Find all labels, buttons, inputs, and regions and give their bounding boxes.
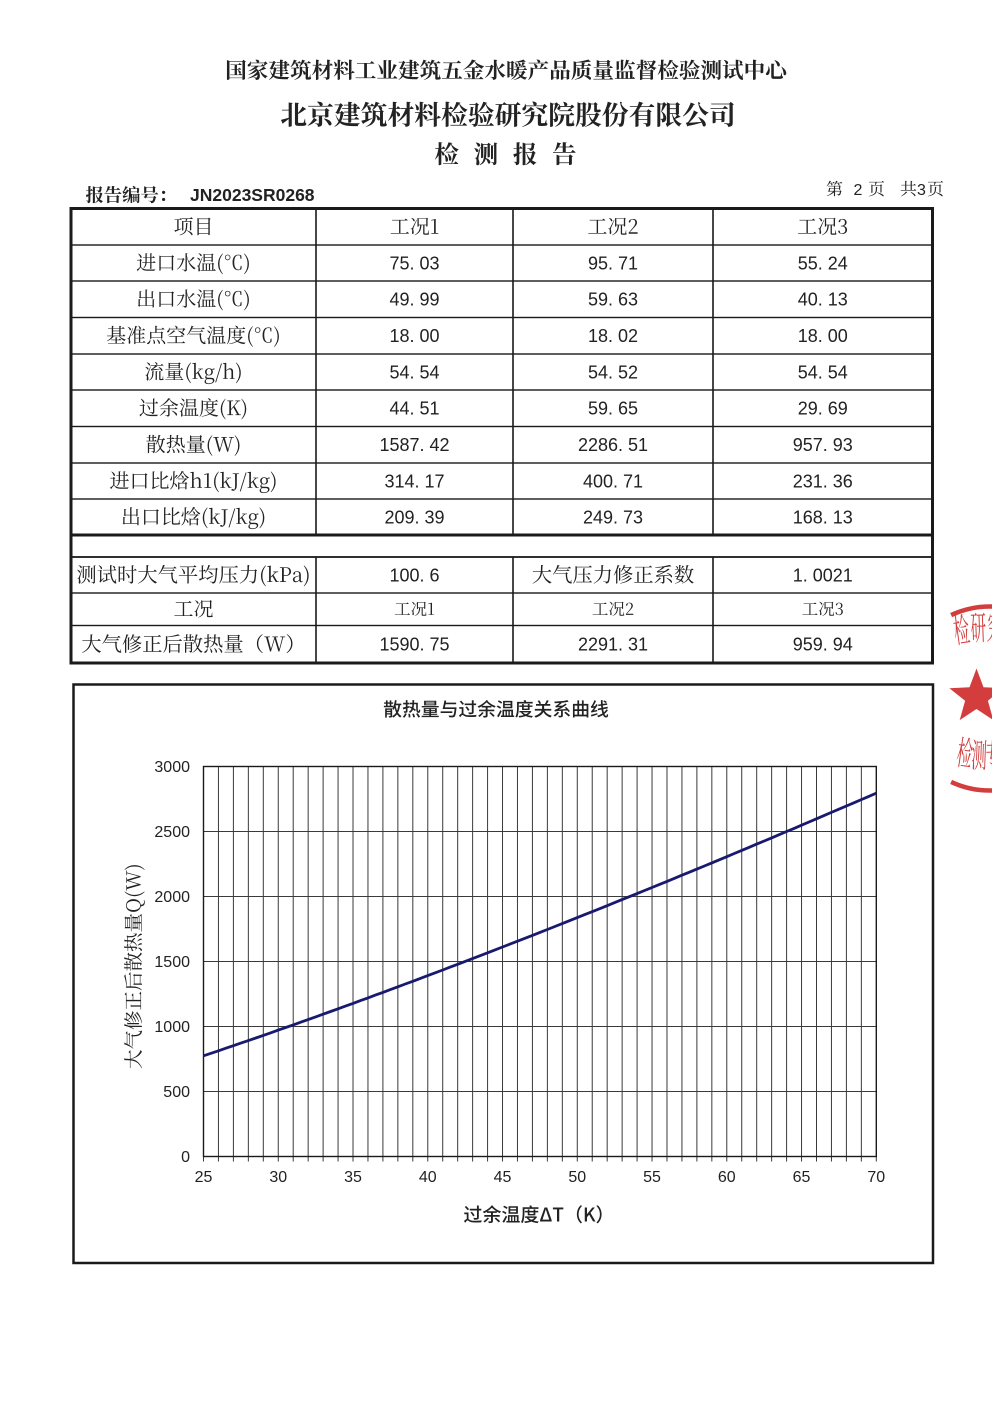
svg-text:70: 70 (867, 1169, 885, 1186)
svg-text:2291. 31: 2291. 31 (578, 635, 648, 655)
svg-text:18. 00: 18. 00 (798, 326, 848, 346)
svg-text:29. 69: 29. 69 (798, 399, 848, 419)
svg-text:168. 13: 168. 13 (793, 507, 853, 527)
svg-text:54. 52: 54. 52 (588, 362, 638, 382)
svg-text:18. 00: 18. 00 (389, 326, 439, 346)
svg-text:JN2023SR0268: JN2023SR0268 (190, 185, 315, 205)
svg-text:959. 94: 959. 94 (793, 635, 853, 655)
svg-text:2000: 2000 (154, 889, 190, 906)
svg-text:25: 25 (195, 1169, 213, 1186)
svg-text:2286. 51: 2286. 51 (578, 435, 648, 455)
svg-text:55: 55 (643, 1169, 661, 1186)
svg-text:1590. 75: 1590. 75 (379, 635, 449, 655)
svg-text:54. 54: 54. 54 (798, 362, 848, 382)
svg-text:60: 60 (718, 1169, 736, 1186)
svg-text:50: 50 (568, 1169, 586, 1186)
svg-text:59. 65: 59. 65 (588, 399, 638, 419)
svg-text:35: 35 (344, 1169, 362, 1186)
svg-text:40. 13: 40. 13 (798, 290, 848, 310)
svg-text:957. 93: 957. 93 (793, 435, 853, 455)
svg-text:500: 500 (163, 1084, 190, 1101)
svg-text:75. 03: 75. 03 (389, 253, 439, 273)
svg-text:2500: 2500 (154, 824, 190, 841)
svg-text:18. 02: 18. 02 (588, 326, 638, 346)
svg-text:54. 54: 54. 54 (389, 362, 439, 382)
svg-text:30: 30 (269, 1169, 287, 1186)
svg-text:95. 71: 95. 71 (588, 253, 638, 273)
svg-text:49. 99: 49. 99 (389, 290, 439, 310)
svg-text:231. 36: 231. 36 (793, 471, 853, 491)
svg-text:1000: 1000 (154, 1019, 190, 1036)
svg-text:45: 45 (494, 1169, 512, 1186)
svg-text:44. 51: 44. 51 (389, 399, 439, 419)
svg-text:3: 3 (917, 182, 926, 199)
svg-text:40: 40 (419, 1169, 437, 1186)
svg-text:2: 2 (854, 182, 863, 199)
svg-text:1587. 42: 1587. 42 (379, 435, 449, 455)
svg-text:100. 6: 100. 6 (389, 565, 439, 585)
svg-text:400. 71: 400. 71 (583, 471, 643, 491)
svg-text:59. 63: 59. 63 (588, 290, 638, 310)
svg-text:249. 73: 249. 73 (583, 507, 643, 527)
svg-text:1500: 1500 (154, 954, 190, 971)
svg-text:55. 24: 55. 24 (798, 253, 848, 273)
svg-text:65: 65 (793, 1169, 811, 1186)
svg-text:0: 0 (181, 1149, 190, 1166)
svg-text:1. 0021: 1. 0021 (793, 565, 853, 585)
svg-text:209. 39: 209. 39 (384, 507, 444, 527)
svg-text:3000: 3000 (154, 759, 190, 776)
svg-text:314. 17: 314. 17 (384, 471, 444, 491)
